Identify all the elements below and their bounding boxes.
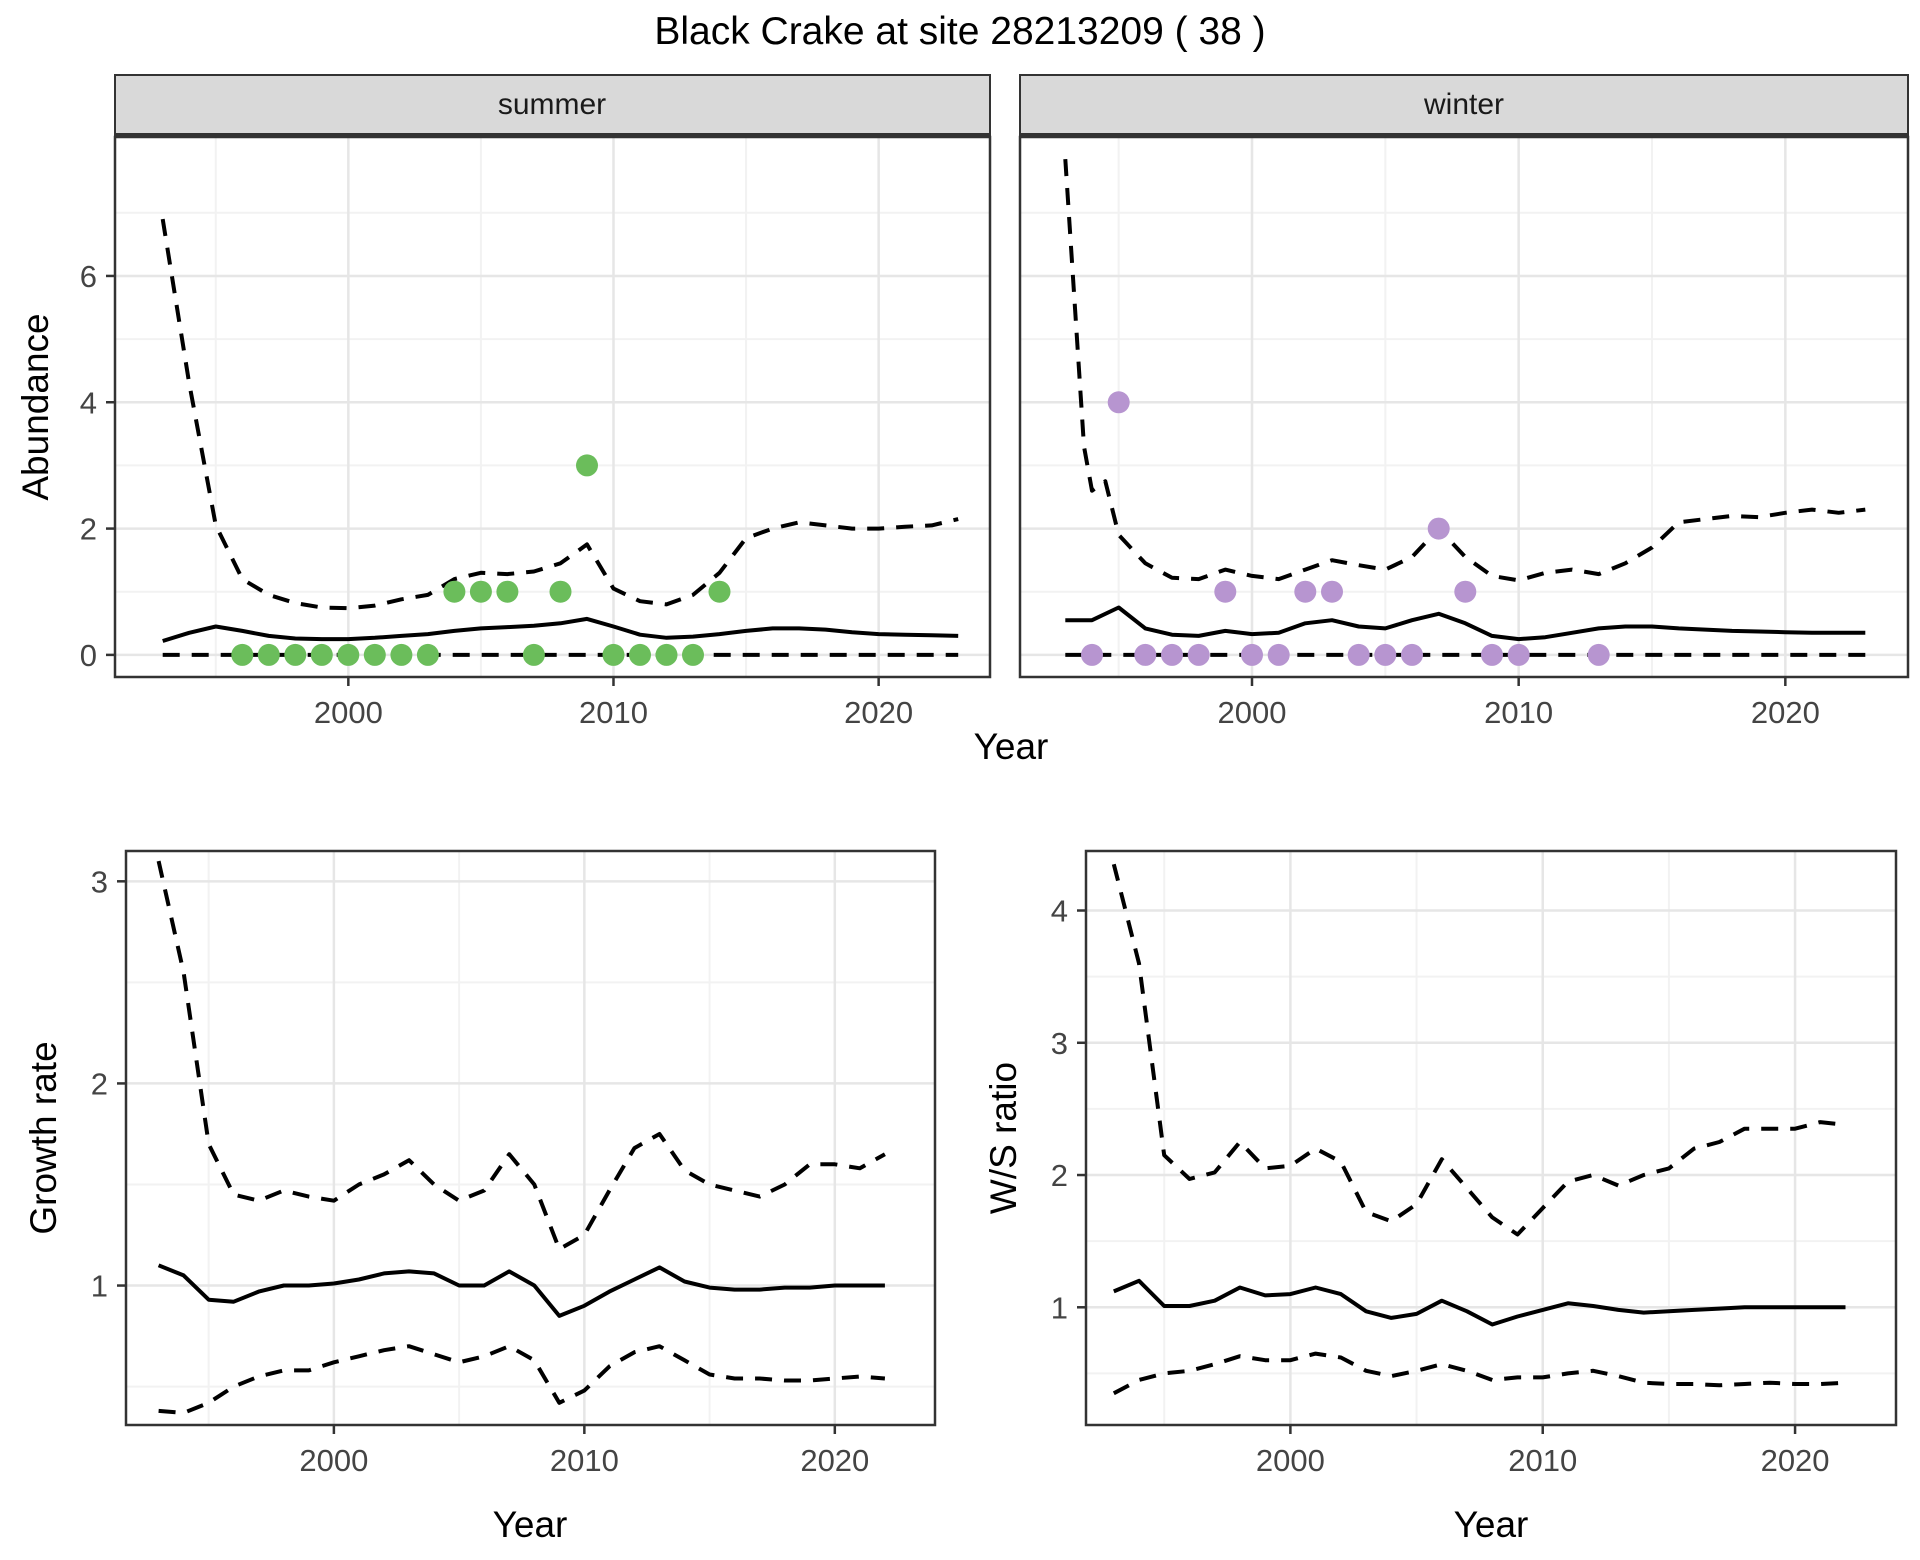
winter-observations-point [1267,643,1290,666]
winter-observations-point [1081,643,1103,666]
growth_rate-panel-border [124,849,937,1427]
winter-observations-point [1427,517,1450,540]
winter-observations-point [1321,580,1343,603]
ws_ratio-y-tick-label: 3 [1051,1026,1068,1061]
winter-observations-point [1347,643,1370,666]
summer-observations-point [496,580,519,603]
summer-observations-point [443,580,466,603]
ws_ratio-x-tick-label: 2000 [1256,1443,1325,1478]
growth_rate-panel-bg [126,851,935,1425]
winter-observations-point [1107,391,1130,414]
ws_ratio-y-tick-label: 2 [1051,1158,1068,1193]
ws_ratio-y-tick-label: 1 [1051,1290,1068,1325]
abundance_summer-y-tick-label: 0 [80,638,97,673]
ws_ratio-panel-bg [1086,851,1896,1425]
growth_rate-y-tick-label: 1 [91,1269,108,1304]
ws_ratio-x-tick-label: 2020 [1761,1443,1830,1478]
winter-observations-point [1587,643,1610,666]
abundance_summer-x-tick-label: 2010 [579,695,648,730]
x-axis-title-year-ws: Year [1453,1504,1529,1545]
ws_ratio-panel-border [1084,849,1898,1427]
summer-observations-point [390,643,413,666]
abundance_summer-y-tick-label: 4 [80,385,97,420]
abundance_winter-x-tick-label: 2010 [1484,695,1553,730]
summer-observations-point [310,643,333,666]
abundance_winter-median-line [1065,605,1866,642]
summer-observations-point [655,643,678,666]
summer-observations-point [522,643,545,666]
summer-observations-point [416,643,439,666]
winter-observations-point [1241,643,1263,666]
growth_rate-median-line [157,1263,885,1318]
summer-observations-point [231,643,254,666]
x-axis-title-year-top: Year [973,726,1049,767]
winter-observations-point [1481,643,1503,666]
abundance_winter-facet-strip [1019,74,1909,136]
winter-observations-point [1294,580,1317,603]
summer-observations-point [469,580,492,603]
winter-observations-point [1401,643,1423,666]
abundance_summer-y-tick-label: 2 [80,512,97,547]
abundance_winter-x-tick-label: 2000 [1218,695,1287,730]
summer-observations-point [257,643,280,666]
winter-observations-point [1161,643,1183,666]
y-axis-title-abundance: Abundance [15,313,56,501]
winter-observations-point [1374,643,1397,666]
ws_ratio-x-tick-label: 2010 [1508,1443,1577,1478]
ws_ratio-upper_ci-line [1111,863,1846,1237]
growth_rate-upper_ci-line [156,860,886,1252]
summer-observations-point [337,643,360,666]
facet-strip-label-winter: winter [1423,88,1505,121]
x-axis-title-year-growth: Year [492,1504,568,1545]
summer-observations-point [284,643,307,666]
winter-observations-point [1134,643,1157,666]
abundance_summer-upper_ci-line [160,218,959,611]
summer-observations-point [682,643,704,666]
chart-title: Black Crake at site 28213209 ( 38 ) [654,10,1266,53]
abundance_winter-x-tick-label: 2020 [1751,695,1820,730]
winter-observations-point [1507,643,1530,666]
growth_rate-lower_ci-line [158,1344,886,1415]
ws_ratio-lower_ci-line [1112,1351,1846,1396]
summer-observations-point [629,643,651,666]
growth_rate-x-tick-label: 2010 [550,1443,619,1478]
summer-observations-point [576,454,598,477]
winter-observations-point [1214,580,1237,603]
winter-observations-point [1454,580,1477,603]
summer-observations-point [602,643,625,666]
abundance_summer-x-tick-label: 2000 [314,695,383,730]
winter-observations-point [1187,643,1210,666]
summer-observations-point [549,580,572,603]
ws_ratio-y-tick-label: 4 [1051,894,1068,929]
summer-observations-point [708,580,731,603]
abundance_summer-median-line [162,616,959,643]
growth_rate-y-tick-label: 3 [91,864,108,899]
facet-strip-label-summer: summer [497,88,607,121]
summer-observations-point [363,643,386,666]
ws_ratio-median-line [1113,1278,1846,1327]
y-axis-title-growth-rate: Growth rate [23,1041,64,1235]
y-axis-title-ws-ratio: W/S ratio [983,1061,1024,1215]
abundance_summer-x-tick-label: 2020 [844,695,913,730]
growth_rate-x-tick-label: 2000 [299,1443,368,1478]
growth_rate-x-tick-label: 2020 [800,1443,869,1478]
growth_rate-y-tick-label: 2 [91,1066,108,1101]
abundance_summer-y-tick-label: 6 [80,259,97,294]
